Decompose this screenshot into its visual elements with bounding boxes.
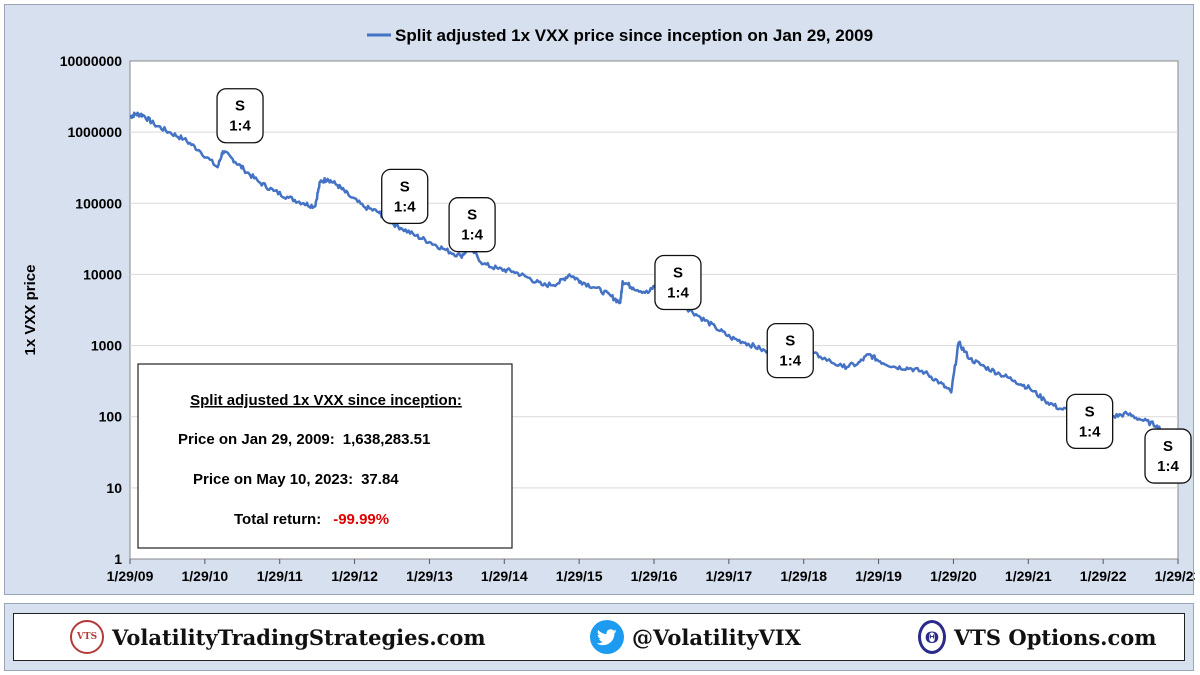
info-total-return: Total return: -99.99% bbox=[234, 511, 389, 528]
y-tick-label: 100 bbox=[99, 409, 123, 425]
twitter-handle[interactable]: @VolatilityVIX bbox=[632, 624, 801, 650]
vts-options-logo-icon: Θ bbox=[918, 620, 946, 654]
x-tick-label: 1/29/23 bbox=[1155, 568, 1195, 584]
split-box bbox=[654, 254, 702, 311]
split-label-top: S bbox=[235, 98, 245, 115]
split-annotation: S 1:4 bbox=[766, 322, 814, 379]
y-tick-label: 1000000 bbox=[67, 124, 122, 140]
x-tick-label: 1/29/16 bbox=[631, 568, 678, 584]
y-tick-label: 1000 bbox=[91, 338, 122, 354]
twitter-bird-icon bbox=[590, 620, 624, 654]
split-label-bottom: 1:4 bbox=[461, 227, 483, 244]
series-line bbox=[129, 111, 1179, 444]
info-end-price: Price on May 10, 2023: 37.84 bbox=[193, 471, 399, 488]
info-box-heading: Split adjusted 1x VXX since inception: bbox=[190, 392, 462, 409]
split-label-bottom: 1:4 bbox=[394, 198, 416, 215]
legend-label: Split adjusted 1x VXX price since incept… bbox=[395, 26, 873, 45]
y-tick-label: 1 bbox=[114, 551, 122, 567]
split-label-bottom: 1:4 bbox=[229, 118, 251, 135]
x-tick-label: 1/29/15 bbox=[556, 568, 603, 584]
split-label-bottom: 1:4 bbox=[667, 285, 689, 302]
site-link[interactable]: VolatilityTradingStrategies.com bbox=[112, 624, 486, 650]
x-tick-label: 1/29/18 bbox=[780, 568, 827, 584]
split-label-bottom: 1:4 bbox=[779, 353, 801, 370]
split-label-top: S bbox=[673, 265, 683, 282]
legend: Split adjusted 1x VXX price since incept… bbox=[367, 26, 873, 45]
split-label-top: S bbox=[467, 207, 477, 224]
x-tick-label: 1/29/21 bbox=[1005, 568, 1052, 584]
info-start-price: Price on Jan 29, 2009: 1,638,283.51 bbox=[178, 431, 430, 448]
x-tick-label: 1/29/10 bbox=[181, 568, 228, 584]
site-brand[interactable]: VTS VolatilityTradingStrategies.com bbox=[70, 614, 486, 660]
split-box bbox=[216, 88, 264, 144]
chart-svg: 1 10 100 1000 10000 100000 1000000 10000000 1/2… bbox=[22, 26, 1195, 584]
footer: VTS VolatilityTradingStrategies.com @Vol… bbox=[4, 603, 1194, 671]
split-box bbox=[1144, 428, 1192, 484]
chart-panel: 1 10 100 1000 10000 100000 1000000 10000000 1/2… bbox=[4, 4, 1195, 595]
split-annotation: S 1:4 bbox=[448, 197, 496, 253]
y-tick-label: 100000 bbox=[75, 195, 122, 211]
y-tick-label: 10000000 bbox=[60, 53, 123, 69]
x-tick-label: 1/29/11 bbox=[257, 568, 303, 584]
x-tick-label: 1/29/20 bbox=[930, 568, 977, 584]
options-brand[interactable]: Θ VTS Options.com bbox=[918, 614, 1156, 660]
split-label-top: S bbox=[785, 333, 795, 350]
info-box: Split adjusted 1x VXX since inception: P… bbox=[137, 363, 513, 549]
split-box bbox=[448, 197, 496, 253]
split-annotation: S 1:4 bbox=[216, 88, 264, 144]
split-annotation: S 1:4 bbox=[1066, 393, 1114, 450]
x-tick-label: 1/29/22 bbox=[1080, 568, 1127, 584]
options-link[interactable]: VTS Options.com bbox=[954, 624, 1157, 650]
split-annotation: S 1:4 bbox=[381, 168, 429, 225]
twitter-brand[interactable]: @VolatilityVIX bbox=[590, 614, 801, 660]
x-tick-label: 1/29/17 bbox=[705, 568, 752, 584]
split-box bbox=[381, 168, 429, 225]
x-tick-label: 1/29/12 bbox=[331, 568, 378, 584]
footer-banner: VTS VolatilityTradingStrategies.com @Vol… bbox=[13, 613, 1185, 661]
y-axis-label: 1x VXX price bbox=[22, 265, 39, 356]
x-tick-label: 1/29/13 bbox=[406, 568, 453, 584]
split-annotation: S 1:4 bbox=[1144, 428, 1192, 484]
split-label-bottom: 1:4 bbox=[1157, 458, 1179, 475]
split-box bbox=[766, 322, 814, 379]
y-tick-label: 10000 bbox=[83, 266, 122, 282]
x-tick-label: 1/29/14 bbox=[481, 568, 528, 584]
x-tick-label: 1/29/19 bbox=[855, 568, 902, 584]
info-box-frame bbox=[137, 363, 513, 549]
x-tick-label: 1/29/09 bbox=[107, 568, 154, 584]
split-label-top: S bbox=[400, 178, 410, 195]
split-box bbox=[1066, 393, 1114, 450]
vts-logo-icon: VTS bbox=[70, 620, 104, 654]
split-label-top: S bbox=[1085, 403, 1095, 420]
split-label-bottom: 1:4 bbox=[1079, 423, 1101, 440]
split-annotation: S 1:4 bbox=[654, 254, 702, 311]
y-tick-label: 10 bbox=[106, 480, 122, 496]
split-label-top: S bbox=[1163, 438, 1173, 455]
